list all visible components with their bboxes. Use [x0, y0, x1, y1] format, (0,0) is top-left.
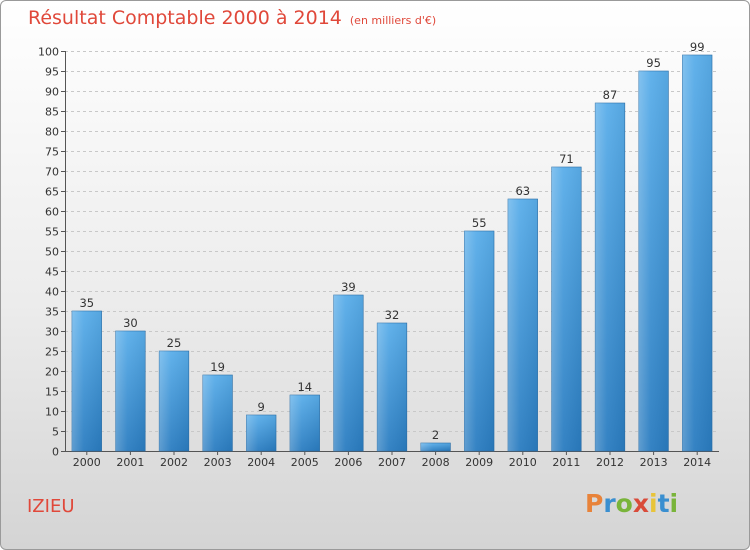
axes [61, 51, 719, 455]
data-label: 32 [385, 308, 400, 322]
bar-highlight [202, 375, 233, 451]
bar-highlight [420, 443, 451, 451]
logo-letter: P [585, 489, 604, 518]
logo-letter: o [615, 489, 633, 518]
chart-title-block: Résultat Comptable 2000 à 2014 (en millie… [28, 7, 436, 29]
x-tick-label: 2009 [465, 456, 493, 469]
data-label: 35 [79, 296, 94, 310]
y-tick-label: 65 [45, 186, 59, 199]
y-tick-label: 10 [45, 406, 59, 419]
data-label: 30 [123, 316, 138, 330]
y-tick-label: 25 [45, 346, 59, 359]
x-tick-label: 2014 [683, 456, 711, 469]
y-tick-label: 35 [45, 306, 59, 319]
y-tick-label: 0 [52, 446, 59, 459]
y-tick-label: 30 [45, 326, 59, 339]
data-label: 19 [210, 360, 225, 374]
logo-letter: t [657, 489, 670, 518]
x-tick-label: 2006 [334, 456, 362, 469]
y-tick-label: 40 [45, 286, 59, 299]
y-tick-label: 95 [45, 66, 59, 79]
data-label: 39 [341, 280, 356, 294]
data-label: 99 [690, 40, 705, 54]
data-label: 2 [432, 428, 439, 442]
bar-highlight [289, 395, 320, 451]
x-tick-label: 2008 [422, 456, 450, 469]
data-label: 95 [646, 56, 661, 70]
y-tick-label: 5 [52, 426, 59, 439]
bar-highlight [638, 71, 669, 451]
y-tick-label: 45 [45, 266, 59, 279]
y-tick-label: 85 [45, 106, 59, 119]
bar-highlight [246, 415, 277, 451]
bar-highlight [595, 103, 625, 451]
x-tick-label: 2005 [291, 456, 319, 469]
bar-highlight [464, 231, 495, 451]
bar-highlight [507, 199, 538, 451]
labels: 0 5 10 15 20 25 30 35 40 45 50 55 60 65 70 75 80 85 90 95 10… [38, 40, 711, 469]
bar-highlight [333, 295, 364, 451]
bar-highlight [377, 323, 407, 451]
data-label: 71 [559, 152, 574, 166]
logo-letter: r [603, 489, 616, 518]
data-label: 87 [603, 88, 618, 102]
x-tick-label: 2002 [160, 456, 188, 469]
data-label: 25 [167, 336, 182, 350]
data-label: 9 [258, 400, 265, 414]
y-tick-label: 75 [45, 146, 59, 159]
y-tick-label: 100 [38, 46, 59, 59]
bar-highlight [159, 351, 189, 451]
bar-highlight [71, 311, 102, 451]
chart-subtitle: (en milliers d'€) [349, 14, 437, 27]
x-tick-label: 2012 [596, 456, 624, 469]
x-tick-label: 2010 [509, 456, 537, 469]
bars [71, 54, 713, 452]
data-label: 55 [472, 216, 487, 230]
y-tick-label: 15 [45, 386, 59, 399]
data-label: 14 [297, 380, 312, 394]
x-tick-label: 2013 [640, 456, 668, 469]
x-tick-label: 2004 [247, 456, 275, 469]
y-tick-label: 50 [45, 246, 59, 259]
bar-highlight [551, 167, 582, 451]
x-tick-label: 2011 [552, 456, 580, 469]
logo-letter: i [669, 489, 679, 518]
logo-letter: i [649, 489, 658, 518]
x-tick-label: 2001 [116, 456, 144, 469]
x-tick-label: 2003 [204, 456, 232, 469]
chart-title: Résultat Comptable 2000 à 2014 [28, 7, 342, 29]
y-tick-label: 60 [45, 206, 59, 219]
logo-letter: x [632, 489, 649, 518]
proxiti-logo: Proxiti [585, 489, 678, 518]
bar-highlight [682, 55, 713, 451]
data-label: 63 [515, 184, 530, 198]
y-tick-label: 70 [45, 166, 59, 179]
x-tick-label: 2000 [73, 456, 101, 469]
y-tick-label: 55 [45, 226, 59, 239]
y-tick-label: 20 [45, 366, 59, 379]
y-tick-label: 90 [45, 86, 59, 99]
y-tick-label: 80 [45, 126, 59, 139]
commune-name: IZIEU [27, 496, 75, 517]
bar-highlight [115, 331, 146, 451]
x-tick-label: 2007 [378, 456, 406, 469]
